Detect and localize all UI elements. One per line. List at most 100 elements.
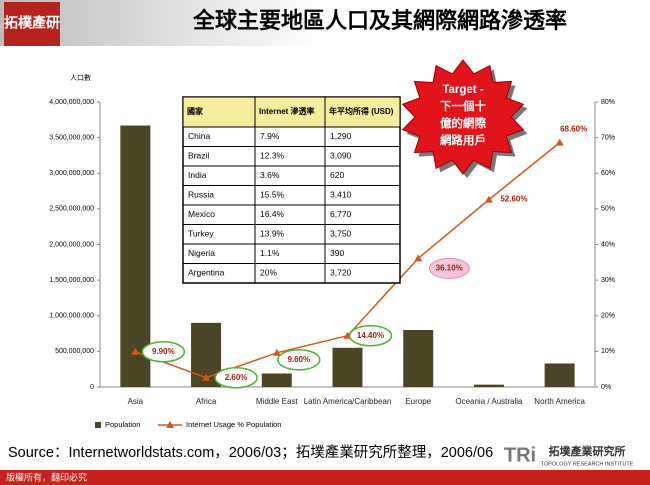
value-label: 68.60% xyxy=(560,125,587,134)
logo: 拓樸產研 xyxy=(4,15,60,31)
label-ring xyxy=(348,324,393,347)
brand-en: TOPOLOGY RESEARCH INSTITUTE xyxy=(541,461,634,467)
label-ring xyxy=(214,366,258,389)
marker xyxy=(272,348,281,356)
legend-swatch xyxy=(95,422,101,428)
callout-text: 億的網際 xyxy=(440,116,486,130)
legend-label: Population xyxy=(105,420,140,429)
table-cell: Turkey xyxy=(188,229,214,239)
legend-marker xyxy=(166,421,174,428)
y-axis-label: 人口數 xyxy=(70,73,91,82)
source: Source：Internetworldstats.com，2006/03；拓墣… xyxy=(8,444,493,461)
table-cell: Mexico xyxy=(188,209,215,219)
table-cell: 620 xyxy=(330,170,344,180)
brand-mark: TRi xyxy=(504,444,536,466)
table-cell: India xyxy=(188,170,207,180)
value-label: 36.10% xyxy=(436,264,463,273)
callout-text: 網路用戶 xyxy=(440,133,486,147)
table-cell: 3,410 xyxy=(330,190,352,200)
y-tick-label: 3,000,000,000 xyxy=(49,170,94,177)
copyright: 版權所有，翻印必究 xyxy=(6,471,87,482)
table-header: 年平均所得 (USD) xyxy=(329,106,394,116)
value-label: 52.60% xyxy=(500,195,527,204)
table-cell: 13.9% xyxy=(260,229,285,239)
y-tick-label: 3,500,000,000 xyxy=(49,134,94,141)
marker xyxy=(131,347,140,355)
marker xyxy=(414,254,423,262)
label-ring xyxy=(141,340,186,363)
y2-tick-label: 20% xyxy=(601,313,615,320)
table-cell: Brazil xyxy=(188,151,209,161)
x-tick-label: Middle East xyxy=(255,397,298,406)
table-header-bg xyxy=(182,96,401,128)
table-cell: Argentina xyxy=(188,268,225,278)
bar xyxy=(120,125,151,387)
table-header: Internet 滲透率 xyxy=(259,106,315,116)
y-tick-label: 0 xyxy=(90,384,94,391)
value-label: 2.60% xyxy=(225,373,248,382)
table-cell: 6,770 xyxy=(330,209,352,219)
x-tick-label: Latin America/Caribbean xyxy=(303,397,392,406)
callout-text: 下一個十 xyxy=(440,99,486,113)
y-tick-label: 1,000,000,000 xyxy=(49,313,94,320)
x-tick-label: Africa xyxy=(195,397,217,406)
y-tick-label: 500,000,000 xyxy=(55,348,94,355)
brand-name: 拓墣產業研究所 xyxy=(549,444,626,458)
table-cell: 3,750 xyxy=(330,229,352,239)
bar xyxy=(403,330,434,387)
table-header: 國家 xyxy=(187,106,204,116)
value-label: 9.90% xyxy=(152,347,175,356)
table-cell: 15.5% xyxy=(260,190,285,200)
bar xyxy=(473,384,504,387)
table-cell: 16.4% xyxy=(260,209,285,219)
x-tick-label: Oceania / Australia xyxy=(455,397,523,406)
table-cell: 1.1% xyxy=(260,248,280,258)
y2-tick-label: 60% xyxy=(601,170,615,177)
table-cell: 3,090 xyxy=(330,151,352,161)
table-cell: 390 xyxy=(330,248,344,258)
x-tick-label: North America xyxy=(534,397,585,406)
label-ring xyxy=(277,349,321,371)
y2-tick-label: 70% xyxy=(601,134,615,141)
y2-tick-label: 10% xyxy=(601,348,615,355)
table-cell: 12.3% xyxy=(260,151,285,161)
y2-tick-label: 40% xyxy=(601,241,615,248)
value-label: 9.60% xyxy=(287,355,310,364)
y2-tick-label: 50% xyxy=(601,206,615,213)
legend-label: Internet Usage % Population xyxy=(186,420,281,429)
table-cell: 1,290 xyxy=(330,131,352,141)
table-cell: 3,720 xyxy=(330,268,352,278)
x-tick-label: Asia xyxy=(127,397,144,406)
y2-tick-label: 0% xyxy=(601,384,611,391)
y2-tick-label: 30% xyxy=(601,277,615,284)
slide-title: 全球主要地區人口及其網際網路滲透率 xyxy=(192,8,567,33)
y-tick-label: 1,500,000,000 xyxy=(49,277,94,284)
table-frame xyxy=(182,96,401,284)
label-bubble xyxy=(428,257,470,279)
callout-star xyxy=(401,59,525,175)
bar xyxy=(332,347,363,387)
marker xyxy=(555,138,564,146)
bar xyxy=(261,373,292,387)
logo-box xyxy=(4,2,60,46)
table-cell: 20% xyxy=(260,268,277,278)
table-cell: Nigeria xyxy=(188,248,215,258)
table-cell: 3.6% xyxy=(260,170,280,180)
table-cell: 7.9% xyxy=(260,131,280,141)
y-tick-label: 2,000,000,000 xyxy=(49,241,94,248)
footer-bar xyxy=(0,470,650,485)
callout-text: Target - xyxy=(442,84,483,96)
y-tick-label: 4,000,000,000 xyxy=(49,99,94,106)
title-bar xyxy=(0,0,650,46)
x-tick-label: Europe xyxy=(405,397,432,406)
bar xyxy=(544,363,575,387)
table-cell: China xyxy=(188,131,210,141)
y2-tick-label: 80% xyxy=(601,99,615,106)
table-cell: Russia xyxy=(188,190,214,200)
marker xyxy=(484,195,493,203)
y-tick-label: 2,500,000,000 xyxy=(49,206,94,213)
value-label: 14.40% xyxy=(357,331,384,340)
marker xyxy=(202,373,211,381)
